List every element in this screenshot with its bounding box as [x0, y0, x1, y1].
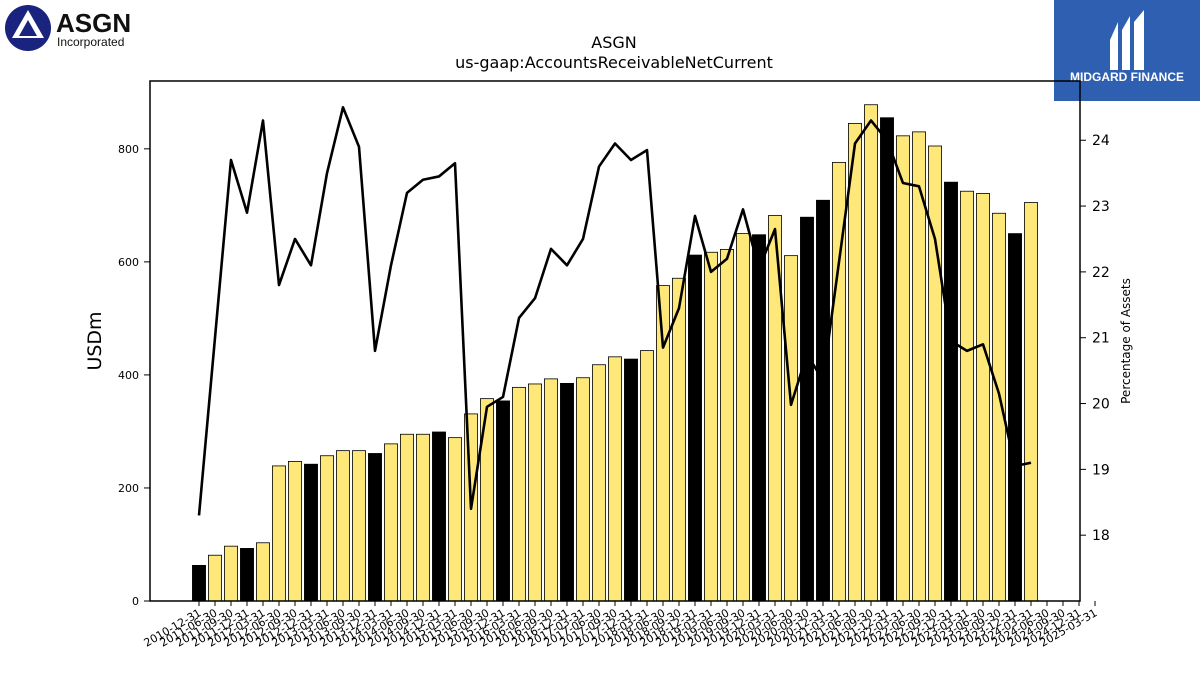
bar: [736, 233, 750, 602]
bar: [816, 199, 830, 602]
y-tick-label: 200: [118, 482, 139, 495]
bar: [1024, 202, 1038, 602]
bar: [384, 443, 398, 602]
bar: [368, 453, 382, 602]
y2-tick-label: 19: [1092, 462, 1110, 478]
y2-tick-label: 20: [1092, 397, 1110, 413]
bar: [336, 450, 350, 602]
chart-title: ASGN: [591, 33, 636, 52]
bar: [752, 234, 766, 602]
chart-subtitle: us-gaap:AccountsReceivableNetCurrent: [455, 53, 773, 72]
bar: [208, 554, 222, 602]
y-tick-label: 600: [118, 256, 139, 269]
bar: [976, 193, 990, 602]
bar: [304, 463, 318, 602]
bar: [528, 383, 542, 602]
bar: [960, 190, 974, 602]
bar: [704, 251, 718, 602]
bar: [432, 431, 446, 602]
y-tick-label: 400: [118, 369, 139, 382]
bar: [624, 358, 638, 602]
bar: [608, 356, 622, 602]
bar: [352, 450, 366, 602]
bar: [256, 542, 270, 602]
bar: [416, 433, 430, 602]
midgard-logo-text: MIDGARD FINANCE: [1070, 70, 1184, 84]
bar: [320, 455, 334, 602]
bar: [592, 364, 606, 602]
y2-tick-label: 24: [1092, 133, 1110, 149]
bar: [288, 460, 302, 602]
y-axis-right: 18 19 20 21 22 23 24: [1080, 133, 1110, 544]
bar: [992, 212, 1006, 602]
bar-series: [192, 104, 1038, 602]
bar: [880, 117, 894, 602]
y-axis-left: 0 200 400 600 800: [118, 143, 150, 608]
bar: [224, 545, 238, 602]
y2-tick-label: 18: [1092, 528, 1110, 544]
percentage-line: [197, 106, 1032, 516]
bar: [688, 254, 702, 602]
y2-tick-label: 23: [1092, 199, 1110, 215]
bar: [848, 122, 862, 602]
bar: [576, 377, 590, 602]
asgn-logo-text: ASGN: [56, 8, 131, 38]
y-axis-label: USDm: [84, 311, 106, 370]
bar: [1008, 233, 1022, 602]
x-axis: 2010-12-312011-06-302011-09-302011-12-31…: [142, 601, 1100, 650]
midgard-emblem-icon: [1110, 10, 1144, 70]
y2-tick-label: 21: [1092, 331, 1110, 347]
bar: [944, 181, 958, 602]
y2-axis-label: Percentage of Assets: [1119, 278, 1133, 404]
bar: [928, 145, 942, 602]
bar: [272, 465, 286, 602]
bar: [496, 400, 510, 602]
y-tick-label: 0: [132, 595, 139, 608]
bar: [544, 378, 558, 602]
midgard-finance-logo: MIDGARD FINANCE: [1054, 0, 1200, 101]
bar: [720, 249, 734, 602]
bar: [896, 135, 910, 602]
asgn-logo: ASGN Incorporated: [4, 4, 154, 54]
bar: [784, 255, 798, 602]
bar: [864, 104, 878, 602]
bar: [800, 216, 814, 602]
y-tick-label: 800: [118, 143, 139, 156]
asgn-logo-subtext: Incorporated: [57, 35, 124, 49]
y2-tick-label: 22: [1092, 265, 1110, 281]
bar: [512, 386, 526, 602]
bar: [672, 277, 686, 602]
bar: [448, 437, 462, 602]
bar: [192, 564, 206, 602]
bar: [240, 548, 254, 602]
bar: [560, 382, 574, 602]
bar: [640, 350, 654, 602]
bar: [400, 433, 414, 602]
